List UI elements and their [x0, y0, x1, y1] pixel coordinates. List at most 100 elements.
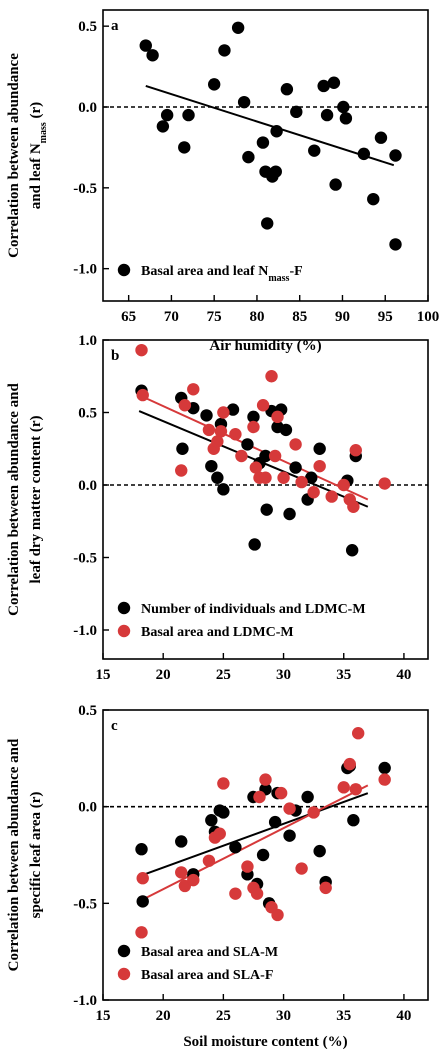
data-point-series-2 [241, 860, 254, 873]
legend-marker-series-2 [117, 967, 131, 981]
data-point-series-2 [295, 475, 308, 489]
data-point-series-2 [235, 449, 248, 463]
data-point-series-2 [214, 425, 228, 438]
data-point-series-1 [247, 410, 260, 424]
data-point-series-2 [259, 773, 272, 786]
data-point-series-2 [283, 802, 296, 815]
data-point-series-1 [357, 147, 371, 161]
y-axis-title-line1: Correlation between abundance [6, 53, 22, 258]
data-point-series-2 [256, 399, 270, 412]
data-point-series-1 [259, 449, 272, 463]
data-point-series-2 [313, 459, 326, 473]
x-tick-label: 85 [292, 309, 307, 325]
y-tick-label: -1.0 [73, 623, 97, 639]
y-tick-label: -1.0 [73, 993, 97, 1009]
y-tick-label: 1.0 [78, 333, 97, 349]
data-point-series-1 [217, 483, 230, 496]
data-point-series-2 [259, 471, 272, 484]
data-point-series-1 [211, 471, 224, 484]
data-point-series-2 [325, 490, 338, 503]
data-point-series-1 [378, 761, 391, 775]
y-tick-label: -0.5 [73, 896, 97, 912]
data-point-series-2 [274, 786, 288, 800]
data-point-series-1 [175, 835, 188, 848]
data-point-series-1 [317, 79, 330, 93]
data-point-series-1 [289, 461, 302, 474]
x-tick-label: 15 [96, 667, 111, 683]
x-axis-title: Air humidity (%) [209, 338, 321, 354]
panel-letter: a [111, 18, 119, 34]
x-tick-label: 20 [156, 1008, 171, 1024]
y-tick-label: 0.5 [78, 703, 97, 719]
data-point-series-2 [253, 790, 266, 804]
data-point-series-2 [289, 438, 302, 451]
data-point-series-1 [374, 131, 388, 144]
y-axis-title-line1: Correlation between abundance and [6, 383, 22, 616]
data-point-series-1 [290, 105, 303, 119]
data-point-series-1 [283, 829, 296, 842]
x-tick-label: 20 [156, 667, 171, 683]
data-point-series-2 [217, 777, 230, 790]
data-point-series-1 [156, 120, 170, 133]
data-point-series-2 [187, 873, 200, 887]
data-point-series-2 [213, 827, 226, 840]
data-point-series-2 [337, 478, 350, 492]
data-point-series-1 [256, 136, 270, 149]
fit-line-series-2 [138, 784, 369, 903]
data-point-series-1 [256, 848, 270, 862]
panel-letter: c [111, 718, 118, 734]
y-tick-label: 0.0 [78, 478, 97, 494]
data-point-series-1 [146, 49, 159, 62]
y-tick-label: 0.5 [78, 406, 97, 422]
data-point-series-1 [218, 44, 231, 57]
data-point-series-2 [378, 477, 391, 490]
y-axis-title-line2: and leaf Nmass (r) [28, 102, 49, 209]
data-point-series-2 [135, 926, 148, 939]
data-point-series-2 [337, 781, 350, 794]
legend-label-series-1: Number of individuals and LDMC-M [141, 602, 366, 617]
data-point-series-1 [329, 178, 342, 191]
data-point-series-1 [176, 442, 189, 455]
legend-label-series-1: Basal area and leaf Nmass-F [141, 264, 303, 284]
data-point-series-2 [247, 420, 260, 434]
data-point-series-2 [349, 444, 362, 457]
panel-a: 65 70 75 80 85 90 95 100 0.5 0.0 -0.5 -1.0 a Air humi… [6, 9, 439, 354]
data-point-series-2 [229, 887, 242, 900]
x-tick-label: 65 [121, 309, 136, 325]
data-point-series-1 [389, 149, 402, 162]
y-tick-label: -0.5 [73, 181, 97, 197]
x-tick-label: 25 [216, 667, 231, 683]
data-point-series-2 [351, 727, 365, 740]
x-tick-label: 25 [216, 1008, 231, 1024]
legend-marker-series-1 [117, 601, 131, 615]
data-point-series-2 [136, 872, 149, 885]
data-point-series-2 [175, 464, 188, 477]
data-point-series-1 [268, 815, 282, 829]
y-tick-label: 0.0 [78, 100, 97, 116]
data-point-series-1 [135, 843, 148, 856]
y-tick-label: 0.5 [78, 19, 97, 35]
data-point-series-2 [135, 343, 148, 357]
x-tick-label: 75 [207, 309, 222, 325]
data-point-series-1 [205, 459, 218, 473]
data-point-series-1 [226, 403, 240, 416]
data-point-series-1 [389, 238, 402, 251]
legend-label-series-1: Basal area and SLA-M [141, 945, 278, 960]
data-point-series-2 [187, 383, 200, 396]
y-axis-title-line1: Correlation between abundance and [6, 738, 22, 971]
data-point-series-1 [182, 108, 195, 122]
data-point-series-2 [307, 486, 320, 499]
plot-frame [102, 9, 429, 302]
fit-line-series-1 [145, 85, 395, 167]
data-point-series-2 [202, 423, 216, 437]
x-tick-label: 100 [417, 309, 439, 325]
data-point-series-1 [283, 507, 296, 521]
data-point-series-2 [343, 757, 356, 771]
data-point-series-1 [313, 442, 326, 455]
data-point-series-1 [308, 144, 321, 157]
legend-marker-series-2 [117, 624, 131, 638]
data-point-series-2 [136, 388, 149, 402]
data-point-series-1 [327, 76, 341, 89]
data-point-series-2 [229, 428, 242, 441]
